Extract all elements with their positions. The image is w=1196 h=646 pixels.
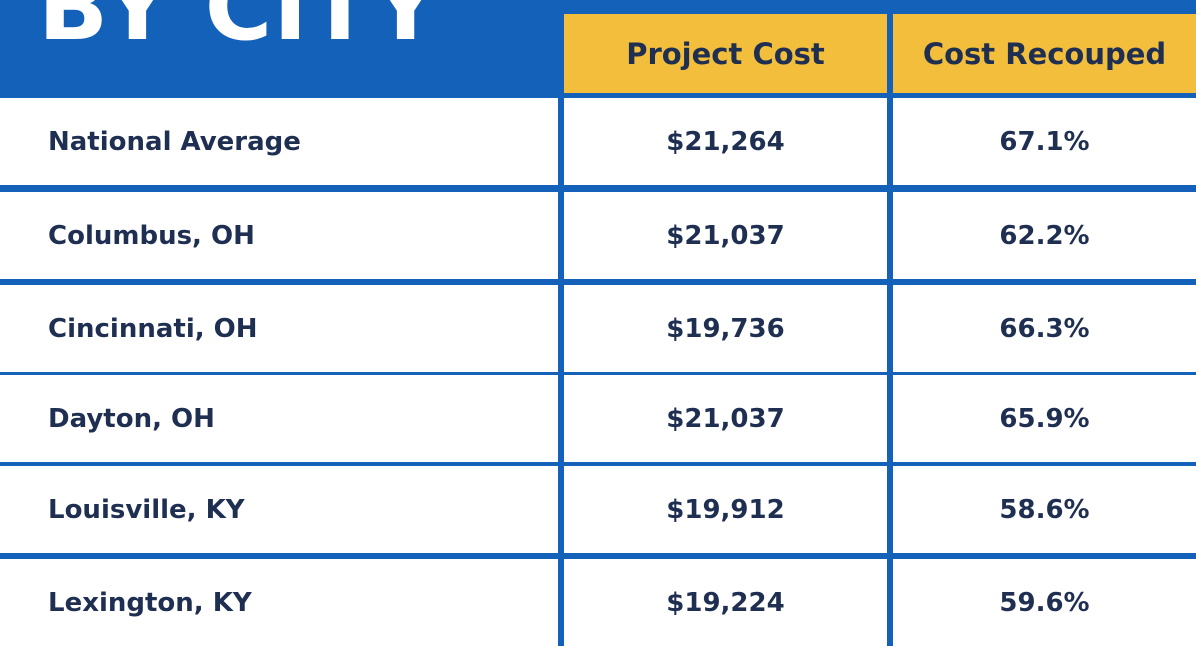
table-row: Columbus, OH $21,037 62.2% — [0, 192, 1196, 279]
table-row: Dayton, OH $21,037 65.9% — [0, 375, 1196, 462]
project-cost-cell: $19,736 — [564, 285, 887, 372]
project-cost-cell: $19,224 — [564, 559, 887, 646]
table-row: Lexington, KY $19,224 59.6% — [0, 559, 1196, 646]
column-header-cost-recouped: Cost Recouped — [893, 14, 1196, 93]
page-title: BY CITY — [38, 0, 440, 61]
table-row: Cincinnati, OH $19,736 66.3% — [0, 285, 1196, 372]
cost-recouped-cell: 62.2% — [893, 192, 1196, 279]
cost-recouped-cell: 67.1% — [893, 98, 1196, 185]
city-name-cell: Cincinnati, OH — [0, 285, 558, 372]
city-name-cell: Louisville, KY — [0, 466, 558, 553]
column-header-project-cost: Project Cost — [564, 14, 887, 93]
cost-recouped-cell: 65.9% — [893, 375, 1196, 462]
city-name-cell: Dayton, OH — [0, 375, 558, 462]
cost-recouped-cell: 58.6% — [893, 466, 1196, 553]
cost-recouped-cell: 59.6% — [893, 559, 1196, 646]
project-cost-cell: $21,037 — [564, 375, 887, 462]
city-name-cell: Lexington, KY — [0, 559, 558, 646]
project-cost-cell: $21,037 — [564, 192, 887, 279]
table-row: National Average $21,264 67.1% — [0, 98, 1196, 185]
cost-recouped-cell: 66.3% — [893, 285, 1196, 372]
project-cost-cell: $21,264 — [564, 98, 887, 185]
project-cost-cell: $19,912 — [564, 466, 887, 553]
city-name-cell: Columbus, OH — [0, 192, 558, 279]
table-row: Louisville, KY $19,912 58.6% — [0, 466, 1196, 553]
city-name-cell: National Average — [0, 98, 558, 185]
